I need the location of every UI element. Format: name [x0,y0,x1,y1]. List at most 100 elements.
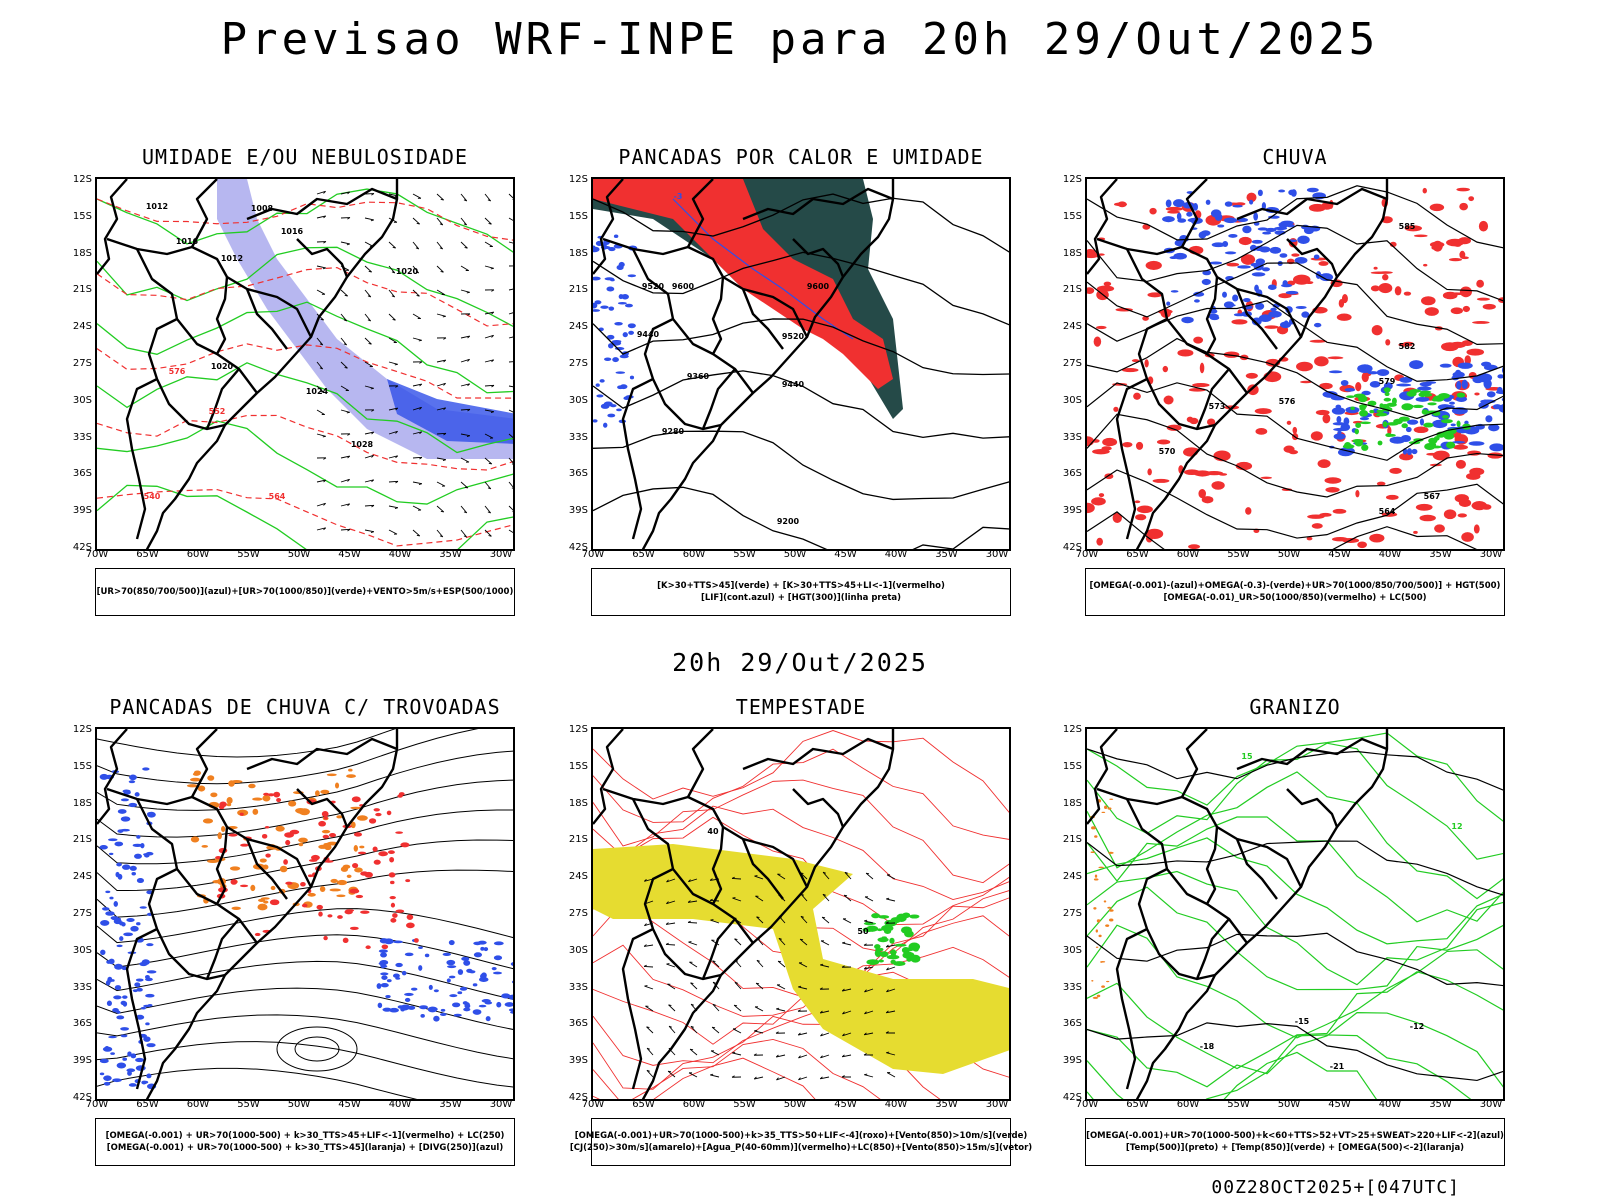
latitude-label: 15S [1062,210,1082,222]
contour-label: 576 [1279,397,1296,406]
coastline-borders [593,179,895,549]
map-canvas: 585 582 579 576 573 570 567 564 [1087,179,1503,549]
contour-label: 15 [1241,752,1253,761]
longitude-label: 35W [1429,549,1452,560]
contour-label: 1012 [146,202,168,211]
thunder-orange-area [186,768,368,911]
contour-label: -12 [1410,1022,1424,1031]
latitude-label: 15S [72,210,92,222]
contour-label: 50 [857,927,869,936]
longitude-label: 45W [338,549,361,560]
panel-legend: [K>30+TTS>45](verde) + [K>30+TTS>45+LI<-… [591,568,1011,616]
convection-k-tts-area [593,179,903,419]
panel-legend: [OMEGA(-0.001)+UR>70(1000-500)+k>35_TTS>… [570,1118,1032,1166]
longitude-label: 55W [237,1099,260,1110]
panel-title: GRANIZO [1249,695,1341,719]
latitude-label: 18S [72,797,92,809]
longitude-label: 70W [1075,549,1099,560]
panel-legend: [OMEGA(-0.001)+UR>70(1000-500)+k<60+TTS>… [1085,1118,1505,1166]
latitude-label: 42S [1062,542,1082,553]
panel-legend: [UR>70(850/700/500)](azul)+[UR>70(1000/8… [95,568,515,616]
longitude-label: 40W [884,1099,908,1110]
coastline-borders [1087,729,1389,1099]
latitude-label: 36S [1062,1018,1082,1030]
latitude-label: 30S [568,944,588,956]
longitude-label: 70W [1075,1099,1099,1110]
map-canvas: -15 -12 -18 -21 15 12 [1087,729,1503,1099]
longitude-label: 40W [1378,549,1402,560]
latitude-label: 18S [568,247,588,259]
forecast-map: -15 -12 -18 -21 15 12 [1085,727,1505,1101]
latitude-label: 12S [568,174,588,185]
latitude-label: 27S [568,358,588,369]
thunder-red-area [215,791,419,950]
contour-label: 573 [1209,402,1226,411]
panel-legend: [OMEGA(-0.001) + UR>70(1000-500) + k>30_… [95,1118,515,1166]
latitude-label: 21S [568,834,588,846]
forecast-time-title: 20h 29/Out/2025 [672,648,928,677]
latitude-label: 39S [1062,1055,1082,1067]
longitude-label: 70W [581,549,605,560]
latitude-label: 12S [72,724,92,735]
latitude-label: 42S [72,542,92,553]
longitude-label: 45W [1328,1099,1351,1110]
coastline-borders [97,729,399,1099]
run-timestamp: 00Z28OCT2025+[047UTC] [1211,1177,1460,1198]
legend-line: [OMEGA(-0.01)_UR>50(1000/850)(vermelho) … [1163,593,1427,603]
forecast-map: 50 40 [591,727,1011,1101]
forecast-map: 585 582 579 576 573 570 567 564 [1085,177,1505,551]
latitude-label: 36S [72,1018,92,1030]
latitude-label: 21S [568,284,588,296]
longitude-label: 30W [1479,549,1503,560]
contour-label: 9520 [642,282,665,291]
latitude-label: 39S [568,505,588,517]
longitude-label: 70W [581,1099,605,1110]
contour-label: 1008 [251,204,274,213]
longitude-label: 60W [1176,549,1200,560]
map-canvas: 50 40 [593,729,1009,1099]
longitude-label: 30W [1479,1099,1503,1110]
contour-label: 12 [1451,822,1462,831]
contour-label: 1028 [351,440,374,449]
contour-label: 540 [144,492,161,501]
longitude-label: 55W [1227,1099,1250,1110]
latitude-label: 27S [72,908,92,919]
legend-line: [OMEGA(-0.001)+UR>70(1000-500)+k>35_TTS>… [574,1131,1028,1141]
longitude-label: 50W [1277,549,1301,560]
latitude-label: 12S [568,724,588,735]
latitude-label: 21S [1062,284,1082,296]
contour-label: 570 [1159,447,1176,456]
latitude-label: 39S [72,505,92,517]
divergence-blue-area-east [376,938,513,1022]
latitude-label: 30S [1062,944,1082,956]
longitude-label: 35W [439,1099,462,1110]
contour-label: 1024 [306,387,329,396]
longitude-label: 35W [439,549,462,560]
latitude-label: 24S [72,321,92,333]
latitude-label: 18S [568,797,588,809]
panel-legend: [OMEGA(-0.001)-(azul)+OMEGA(-0.3)-(verde… [1085,568,1505,616]
contour-label: 9520 [782,332,805,341]
longitude-label: 50W [287,1099,311,1110]
legend-line: [OMEGA(-0.001) + UR>70(1000-500) + k>30_… [106,1143,504,1153]
latitude-label: 30S [72,394,92,406]
jet-stream-area [593,844,1009,1074]
latitude-label: 21S [1062,834,1082,846]
legend-line: [OMEGA(-0.001) + UR>70(1000-500) + k>30_… [105,1131,505,1141]
coastline-borders [593,729,895,1099]
longitude-label: 65W [632,549,655,560]
latitude-label: 36S [72,468,92,480]
contour-label: 1016 [281,227,304,236]
longitude-label: 30W [489,1099,513,1110]
latitude-label: 39S [72,1055,92,1067]
forecast-map [95,727,515,1101]
longitude-label: 40W [1378,1099,1402,1110]
longitude-label: 60W [186,1099,210,1110]
latitude-label: 24S [568,321,588,333]
longitude-label: 65W [136,549,159,560]
latitude-label: 27S [72,358,92,369]
latitude-label: 42S [1062,1092,1082,1103]
latitude-label: 21S [72,834,92,846]
omega-red-area [1087,187,1503,549]
latitude-label: 42S [568,1092,588,1103]
